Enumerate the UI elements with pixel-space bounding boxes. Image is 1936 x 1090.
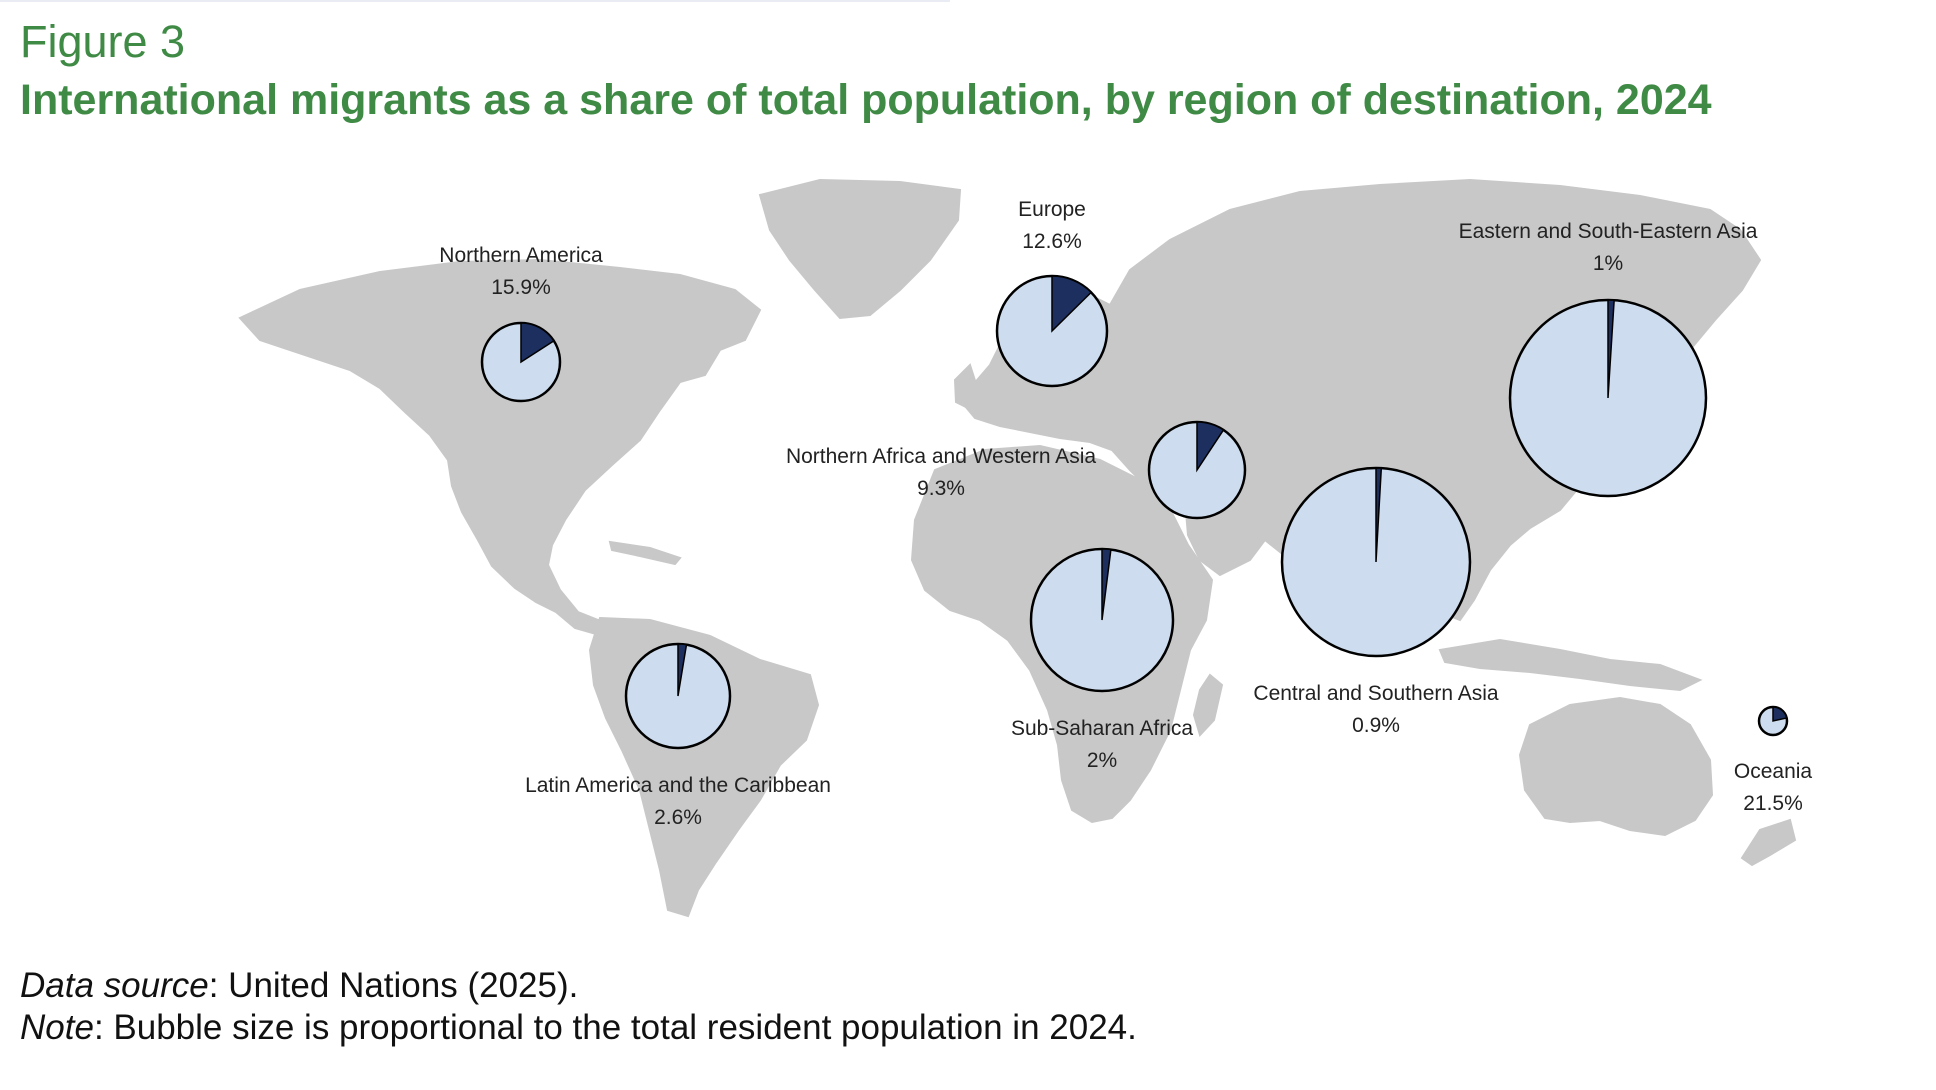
pie-slice bbox=[1772, 706, 1788, 722]
region-value: 2% bbox=[1087, 749, 1117, 772]
data-source-line: Data source: United Nations (2025). bbox=[20, 965, 1137, 1007]
region-value: 21.5% bbox=[1743, 792, 1803, 815]
bubble-northern-africa-western-asia bbox=[1147, 420, 1247, 520]
indonesia-shape bbox=[1438, 638, 1703, 692]
region-value: 9.3% bbox=[917, 477, 965, 500]
source-note: Data source: United Nations (2025). Note… bbox=[20, 965, 1137, 1049]
region-value: 0.9% bbox=[1352, 714, 1400, 737]
region-label: Europe bbox=[1018, 198, 1086, 221]
bubble-sub-saharan-africa bbox=[1029, 547, 1175, 693]
region-value: 12.6% bbox=[1022, 230, 1082, 253]
arabia-shape bbox=[1183, 498, 1267, 577]
pie-slice bbox=[1375, 467, 1383, 563]
world-map: Northern America 15.9% Europe 12.6% East… bbox=[238, 178, 1813, 918]
bubble-oceania bbox=[1757, 705, 1789, 737]
region-label: Latin America and the Caribbean bbox=[525, 774, 831, 797]
region-label: Sub-Saharan Africa bbox=[1011, 717, 1193, 740]
region-value: 1% bbox=[1593, 252, 1623, 275]
pie-slice bbox=[677, 643, 688, 697]
pie-slice bbox=[1196, 421, 1225, 473]
data-source-text: : United Nations (2025). bbox=[208, 966, 579, 1005]
figure-title: International migrants as a share of tot… bbox=[20, 76, 1712, 124]
uk-shape bbox=[953, 363, 980, 410]
region-label: Northern Africa and Western Asia bbox=[786, 445, 1096, 468]
note-text: : Bubble size is proportional to the tot… bbox=[93, 1008, 1137, 1047]
bubble-eastern-south-eastern-asia bbox=[1508, 298, 1708, 498]
note-label: Note bbox=[20, 1008, 94, 1047]
region-value: 2.6% bbox=[654, 806, 702, 829]
new-zealand-shape bbox=[1740, 818, 1797, 867]
north-america-shape bbox=[238, 258, 762, 636]
pie-slice bbox=[1607, 299, 1615, 399]
data-source-label: Data source bbox=[20, 966, 209, 1005]
region-label: Oceania bbox=[1734, 760, 1813, 783]
region-label: Eastern and South-Eastern Asia bbox=[1459, 220, 1758, 243]
bubble-latin-america-caribbean bbox=[624, 642, 732, 750]
region-label: Central and Southern Asia bbox=[1253, 682, 1498, 705]
caribbean-shape bbox=[608, 540, 682, 566]
top-rule bbox=[0, 0, 950, 2]
region-label: Northern America bbox=[439, 244, 603, 267]
pie-slice bbox=[1051, 275, 1093, 333]
bubble-northern-america bbox=[480, 321, 562, 403]
figure-label: Figure 3 bbox=[20, 16, 186, 67]
note-line: Note: Bubble size is proportional to the… bbox=[20, 1007, 1137, 1049]
bubble-europe bbox=[995, 274, 1109, 388]
greenland-shape bbox=[758, 178, 962, 320]
pie-slice bbox=[520, 322, 555, 364]
australia-shape bbox=[1518, 696, 1714, 837]
bubble-central-southern-asia bbox=[1280, 466, 1472, 658]
region-value: 15.9% bbox=[491, 276, 551, 299]
pie-slice bbox=[1101, 548, 1112, 621]
madagascar-shape bbox=[1192, 673, 1224, 737]
